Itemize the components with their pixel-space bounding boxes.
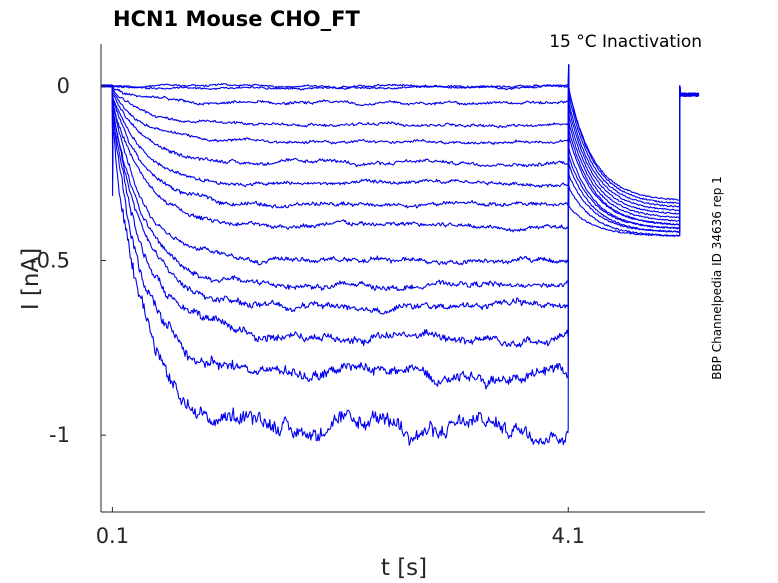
side-note: BBP Channelpedia ID 34636 rep 1 — [710, 176, 724, 380]
trace-line-5 — [100, 64, 700, 215]
trace-line-14 — [100, 64, 700, 390]
trace-line-9 — [100, 64, 699, 233]
trace-line-4 — [100, 64, 700, 212]
x-axis-label: t [s] — [381, 555, 427, 581]
y-tick-label: -0.5 — [29, 249, 70, 273]
y-tick-label: 0 — [57, 74, 70, 98]
x-tick-label: 4.1 — [552, 524, 585, 548]
chart-subtitle: 15 °C Inactivation — [549, 32, 702, 52]
x-ticks: 0.1 4.1 — [96, 507, 585, 548]
plot-area — [100, 64, 700, 446]
chart-title: HCN1 Mouse CHO_FT — [113, 7, 360, 31]
trace-line-3 — [100, 64, 700, 208]
trace-line-2 — [100, 64, 699, 205]
trace-line-1 — [100, 64, 700, 201]
trace-line-7 — [100, 64, 700, 222]
trace-line-6 — [100, 64, 700, 219]
trace-line-12 — [100, 64, 699, 315]
trace-line-10 — [100, 64, 700, 266]
y-ticks: 0 -0.5 -1 — [29, 74, 106, 447]
y-tick-label: -1 — [49, 423, 70, 447]
trace-line-13 — [100, 64, 700, 348]
trace-line-8 — [100, 64, 699, 226]
x-tick-label: 0.1 — [96, 524, 129, 548]
trace-line-15 — [100, 64, 700, 446]
trace-line-11 — [100, 64, 700, 292]
y-axis-label: I [nA] — [18, 248, 44, 310]
